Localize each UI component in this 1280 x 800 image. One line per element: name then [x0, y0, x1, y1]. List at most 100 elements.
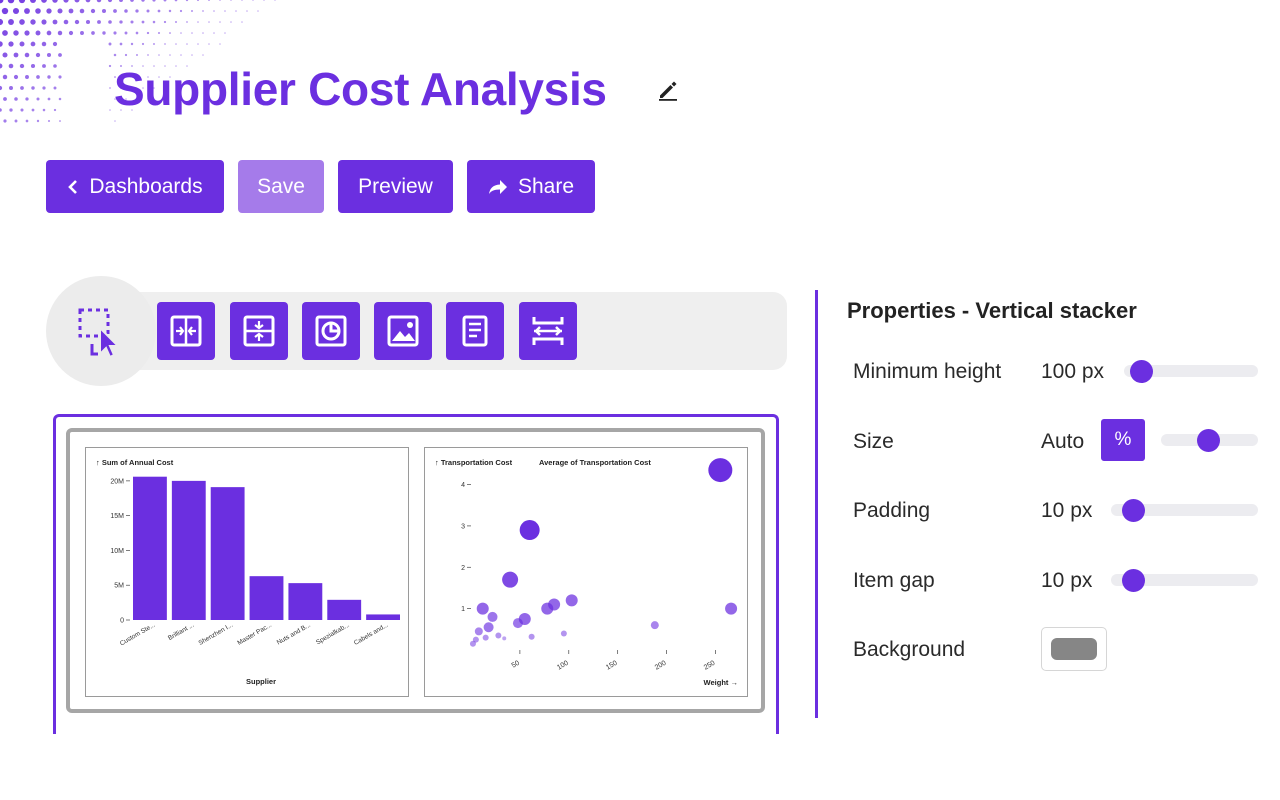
scatter-y-tick-label: 4	[461, 482, 465, 489]
preview-button[interactable]: Preview	[338, 160, 453, 213]
splash-dot	[19, 63, 25, 69]
splash-dot	[0, 41, 3, 47]
scatter-point	[519, 520, 540, 541]
splash-dot	[96, 0, 102, 3]
splash-dot	[102, 31, 106, 35]
scatter-point	[476, 602, 489, 615]
splash-dot	[125, 76, 127, 78]
splash-dot	[252, 0, 254, 1]
bar-x-tick-label: Cabels and...	[353, 622, 390, 647]
bar-chart-card[interactable]: ↑ Sum of Annual Cost Supplier 20M 15M 10M 5…	[85, 447, 409, 697]
splash-dot	[52, 41, 58, 47]
scatter-point	[469, 640, 476, 647]
splash-dot	[85, 0, 91, 3]
scatter-legend-title: Average of Transportation Cost	[539, 458, 651, 467]
splash-dot	[141, 20, 145, 24]
splash-dot	[3, 97, 7, 101]
splash-dot	[14, 97, 18, 101]
splash-dot	[114, 76, 116, 78]
scatter-point	[482, 634, 489, 641]
spacer-tool[interactable]	[519, 302, 577, 360]
bar	[133, 476, 167, 620]
item-gap-slider[interactable]	[1111, 569, 1258, 592]
bar-x-tick-label: Master Pac...	[236, 622, 273, 647]
splash-dot	[119, 0, 123, 2]
splash-dot	[175, 65, 177, 67]
horizontal-stacker-container[interactable]	[66, 428, 765, 713]
vertical-stacker-tool[interactable]	[230, 302, 288, 360]
splash-dot	[24, 8, 30, 14]
splash-dot	[180, 54, 182, 56]
chart-tool[interactable]	[302, 302, 360, 360]
splash-dot	[46, 30, 52, 36]
save-button[interactable]: Save	[238, 160, 324, 213]
splash-dot	[119, 42, 123, 46]
scatter-point	[502, 636, 507, 641]
splash-dot	[157, 9, 161, 13]
splash-dot	[35, 8, 41, 14]
splash-dot	[2, 30, 8, 36]
share-button[interactable]: Share	[467, 160, 595, 213]
splash-dot	[41, 19, 47, 25]
dashboard-canvas[interactable]	[53, 414, 779, 734]
panel-divider	[815, 290, 818, 718]
splash-dot	[42, 108, 46, 112]
splash-dot	[74, 0, 80, 3]
splash-dot	[74, 19, 80, 25]
splash-dot	[119, 20, 123, 24]
splash-dot	[53, 64, 57, 68]
splash-dot	[208, 0, 210, 1]
splash-dot	[12, 7, 20, 15]
size-percent-button[interactable]: %	[1101, 419, 1145, 461]
item-gap-slider-thumb[interactable]	[1122, 569, 1145, 592]
bar-x-tick-label: Shenzhen I...	[197, 622, 234, 647]
splash-dot	[153, 65, 155, 67]
splash-dot	[109, 109, 111, 111]
splash-dot	[7, 0, 15, 4]
splash-dot	[136, 54, 138, 56]
splash-dot	[53, 108, 57, 112]
splash-dot	[42, 86, 46, 90]
splash-dot	[113, 31, 117, 35]
padding-slider[interactable]	[1111, 499, 1258, 522]
edit-title-icon[interactable]	[656, 78, 680, 102]
splash-dot	[58, 75, 62, 79]
properties-title: Properties - Vertical stacker	[847, 298, 1137, 323]
splash-dot	[224, 10, 226, 12]
size-slider[interactable]	[1161, 429, 1258, 452]
splash-dot	[25, 75, 29, 79]
image-tool[interactable]	[374, 302, 432, 360]
scatter-point	[474, 627, 483, 636]
splash-dot	[197, 43, 199, 45]
splash-dot	[113, 53, 117, 57]
select-icon[interactable]	[74, 304, 132, 362]
scatter-chart-card[interactable]: ↑ Transportation Cost Average of Transpo…	[424, 447, 748, 697]
splash-dot	[191, 32, 193, 34]
splash-dot	[52, 19, 58, 25]
share-arrow-icon	[488, 179, 507, 194]
splash-dot	[124, 9, 128, 13]
min-height-slider[interactable]	[1124, 360, 1258, 383]
bar-y-tick-label: 5M	[114, 583, 124, 590]
dashboards-label: Dashboards	[89, 174, 203, 198]
padding-slider-thumb[interactable]	[1122, 499, 1145, 522]
splash-dot	[20, 86, 24, 90]
splash-dot	[35, 30, 41, 36]
min-height-slider-thumb[interactable]	[1130, 360, 1153, 383]
splash-dot	[130, 20, 134, 24]
text-tool[interactable]	[446, 302, 504, 360]
background-color-picker[interactable]	[1041, 627, 1107, 671]
splash-dot	[241, 0, 243, 1]
bar-x-tick-label: Custom Ste...	[119, 622, 157, 648]
save-label: Save	[257, 174, 305, 198]
splash-dot	[13, 30, 19, 36]
splash-dot	[30, 41, 36, 47]
size-slider-thumb[interactable]	[1197, 429, 1220, 452]
horizontal-stacker-tool[interactable]	[157, 302, 215, 360]
splash-dot	[141, 42, 145, 46]
splash-dot	[91, 31, 95, 35]
splash-dot	[146, 9, 150, 13]
scatter-x-tick-label: 200	[654, 660, 668, 672]
dashboards-back-button[interactable]: Dashboards	[46, 160, 224, 213]
bar-y-tick-label: 10M	[110, 548, 124, 555]
